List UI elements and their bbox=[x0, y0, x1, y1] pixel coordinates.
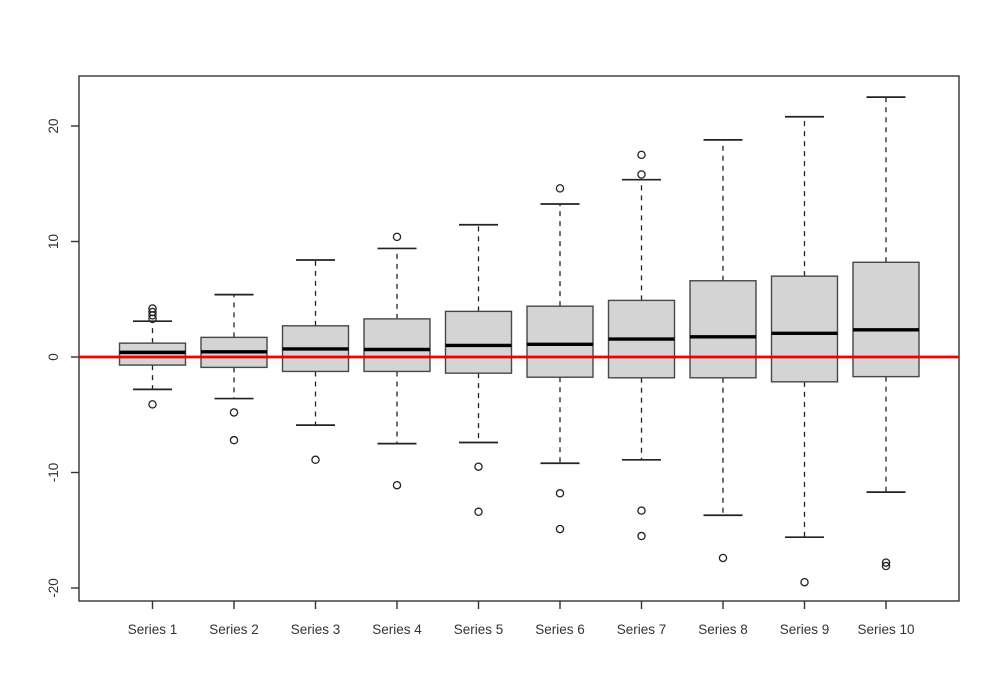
x-axis-category-label: Series 7 bbox=[617, 622, 667, 637]
outlier-point bbox=[718, 553, 728, 563]
iqr-box bbox=[118, 342, 187, 366]
plot-border bbox=[78, 75, 960, 602]
x-axis-category-label: Series 8 bbox=[698, 622, 748, 637]
iqr-box bbox=[852, 261, 920, 378]
x-axis-category-label: Series 10 bbox=[857, 622, 914, 637]
boxplot-series-2 bbox=[200, 293, 268, 445]
outlier-point bbox=[148, 307, 157, 317]
outlier-point bbox=[637, 506, 646, 515]
y-axis-tick-label: 20 bbox=[46, 118, 61, 133]
x-axis-category-label: Series 3 bbox=[291, 622, 341, 637]
outlier-point bbox=[229, 408, 239, 417]
boxplot-series-9 bbox=[770, 115, 839, 587]
x-axis-category-label: Series 2 bbox=[209, 622, 259, 637]
outlier-point bbox=[311, 455, 320, 465]
iqr-box bbox=[770, 275, 839, 383]
outlier-point bbox=[800, 577, 809, 587]
outlier-point bbox=[148, 304, 157, 313]
x-axis-category-label: Series 6 bbox=[535, 622, 585, 637]
y-axis-tick-label: 10 bbox=[46, 234, 61, 249]
boxplot-series-7 bbox=[607, 150, 676, 541]
x-axis-category-label: Series 9 bbox=[780, 622, 830, 637]
outlier-point bbox=[148, 400, 157, 409]
outlier-point bbox=[474, 462, 483, 471]
outlier-point bbox=[637, 170, 646, 179]
iqr-box bbox=[526, 305, 594, 378]
x-axis-category-label: Series 5 bbox=[454, 622, 504, 637]
outlier-point bbox=[392, 480, 402, 490]
outlier-point bbox=[881, 558, 891, 567]
outlier-point bbox=[881, 561, 891, 571]
boxplot-series-10 bbox=[852, 96, 920, 571]
outlier-point bbox=[637, 531, 646, 541]
y-axis-tick-label: -10 bbox=[46, 463, 61, 483]
x-axis-category-label: Series 1 bbox=[128, 622, 178, 637]
outlier-point bbox=[229, 435, 239, 445]
iqr-box bbox=[363, 318, 431, 373]
outlier-point bbox=[637, 150, 646, 160]
x-axis-category-label: Series 4 bbox=[372, 622, 422, 637]
boxplot-series-3 bbox=[281, 259, 350, 465]
boxplot-series-8 bbox=[689, 139, 757, 563]
outlier-point bbox=[555, 524, 565, 534]
outlier-point bbox=[555, 184, 565, 193]
outlier-point bbox=[474, 507, 483, 517]
boxplot-series-5 bbox=[444, 223, 513, 517]
outlier-point bbox=[392, 232, 402, 242]
y-axis-tick-label: 0 bbox=[46, 353, 61, 361]
y-axis-tick-label: -20 bbox=[46, 578, 61, 598]
outlier-point bbox=[555, 489, 565, 498]
iqr-box bbox=[444, 310, 513, 374]
boxplot-series-4 bbox=[363, 232, 431, 490]
iqr-box bbox=[689, 280, 757, 379]
boxplot-series-1 bbox=[118, 304, 187, 409]
boxplot-series-6 bbox=[526, 184, 594, 534]
